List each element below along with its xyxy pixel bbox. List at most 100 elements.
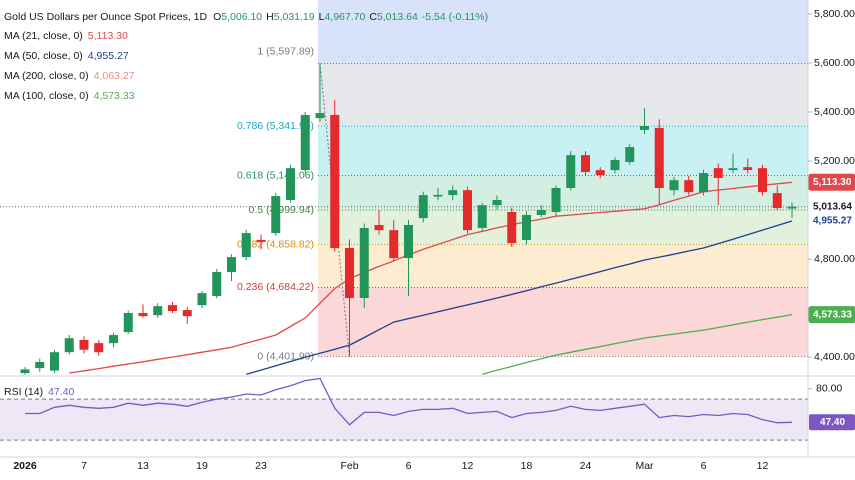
candle-body — [286, 168, 295, 200]
fib-label: 0.382 (4,858.82) — [237, 238, 314, 250]
ohlc-key: O — [213, 11, 221, 23]
candle-body — [713, 168, 723, 178]
fib-label: 0 (4,401.99) — [257, 350, 314, 362]
candle-body — [566, 155, 576, 188]
x-tick-label: 2026 — [13, 460, 37, 472]
main-pane: 1 (5,597.89) 0.786 (5,341.96) 0.618 (5,141… — [0, 0, 808, 375]
price-tag — [808, 306, 855, 324]
candle-body — [182, 310, 192, 317]
moving-average-line — [246, 220, 793, 375]
rsi-line — [25, 377, 793, 426]
candle-body — [433, 194, 443, 197]
candle-body — [168, 305, 177, 312]
y-tick-label: 5,200.00 — [814, 155, 855, 167]
candle-body — [315, 112, 325, 119]
candle-body — [477, 205, 487, 228]
candle-body — [123, 312, 133, 333]
candle-body — [212, 272, 222, 297]
y-tick-label: 4,400.00 — [814, 351, 855, 363]
rsi-band — [0, 399, 808, 441]
candle-body — [300, 114, 310, 171]
ma-name: MA (100, close, 0) — [4, 90, 89, 102]
candle-body — [610, 160, 620, 171]
fib-zone — [318, 126, 808, 176]
y-tick-label: 5,400.00 — [814, 106, 855, 118]
candle-body — [595, 170, 605, 175]
ma-name: MA (200, close, 0) — [4, 70, 89, 82]
candle-body — [153, 306, 163, 316]
candle-body — [50, 352, 59, 371]
candle-body — [256, 239, 266, 242]
rsi-pane — [0, 377, 808, 441]
candle-body — [758, 168, 767, 193]
x-tick-label: Mar — [635, 460, 654, 472]
ma-name: MA (21, close, 0) — [4, 30, 83, 42]
candle-body — [227, 257, 236, 273]
ohlc-key: L — [319, 11, 325, 23]
candle-body — [787, 206, 797, 209]
y-tick-label: 80.00 — [816, 383, 842, 395]
fib-zone — [318, 287, 808, 357]
price-tag — [808, 173, 855, 191]
y-tick-label: 4,800.00 — [814, 253, 855, 265]
candle-body — [507, 212, 517, 244]
moving-average-line — [69, 181, 793, 374]
candle-body — [581, 155, 590, 173]
ohlc-value: 4,967.70 — [324, 11, 365, 23]
candle-body — [448, 190, 458, 196]
ma-name: MA (50, close, 0) — [4, 50, 83, 62]
rsi-tag-label: 47.40 — [820, 417, 845, 428]
price-tag-label: 5,013.64 — [813, 201, 852, 212]
x-tick-label: 12 — [462, 460, 474, 472]
fib-zone — [318, 175, 808, 211]
price-tag — [808, 212, 855, 230]
y-tick-label: 5,800.00 — [814, 8, 855, 20]
x-tick-label: 23 — [255, 460, 267, 472]
fib-label: 0.786 (5,341.96) — [237, 120, 314, 132]
fib-label: 0.236 (4,684.22) — [237, 281, 314, 293]
candle-body — [197, 293, 207, 306]
axes: 4,400.00 4,800.00 5,200.00 5,400.00 5,600.00… — [13, 8, 855, 472]
candle-body — [684, 180, 694, 193]
chart-title: Gold US Dollars per Ounce Spot Prices, 1… — [4, 11, 488, 23]
candle-body — [492, 200, 502, 206]
candle-body — [271, 196, 281, 234]
fib-zone — [318, 244, 808, 288]
fib-label: 0.618 (5,141.06) — [237, 169, 314, 181]
x-tick-label: 12 — [757, 460, 769, 472]
fib-trend-line — [319, 63, 350, 357]
candle-body — [699, 173, 708, 193]
x-tick-label: 7 — [81, 460, 87, 472]
candle-body — [389, 230, 399, 259]
candle-body — [94, 343, 104, 353]
candle-body — [669, 180, 679, 191]
title: Gold US Dollars per Ounce Spot Prices, 1… — [4, 11, 208, 23]
legend: Gold US Dollars per Ounce Spot Prices, 1… — [4, 11, 488, 398]
candle-body — [522, 214, 531, 240]
candle-body — [374, 225, 384, 231]
candle-body — [654, 127, 664, 188]
rsi-value: 47.40 — [48, 386, 74, 398]
fib-zone — [318, 63, 808, 127]
candle-body — [330, 114, 340, 249]
x-tick-label: 19 — [196, 460, 208, 472]
rsi-title: RSI (14) — [4, 386, 43, 398]
candle-body — [536, 210, 546, 215]
ma-legend: MA (200, close, 0) 4,063.27 — [4, 70, 135, 82]
candle-body — [64, 338, 74, 353]
candle-body — [551, 187, 561, 213]
ma-value: 4,573.33 — [94, 90, 135, 102]
x-tick-label: 13 — [137, 460, 149, 472]
rsi-tag — [809, 414, 855, 431]
x-tick-label: 24 — [580, 460, 592, 472]
ma-legend: MA (21, close, 0) 5,113.30 — [4, 30, 128, 42]
fib-label: 0.5 (4,999.94) — [249, 204, 314, 216]
ohlc-value: 5,006.10 — [221, 11, 262, 23]
candle-body — [20, 369, 30, 374]
candle-body — [241, 233, 251, 258]
price-tag-label: 4,955.27 — [813, 216, 852, 227]
x-tick-label: 18 — [521, 460, 533, 472]
moving-average-line — [482, 313, 793, 375]
